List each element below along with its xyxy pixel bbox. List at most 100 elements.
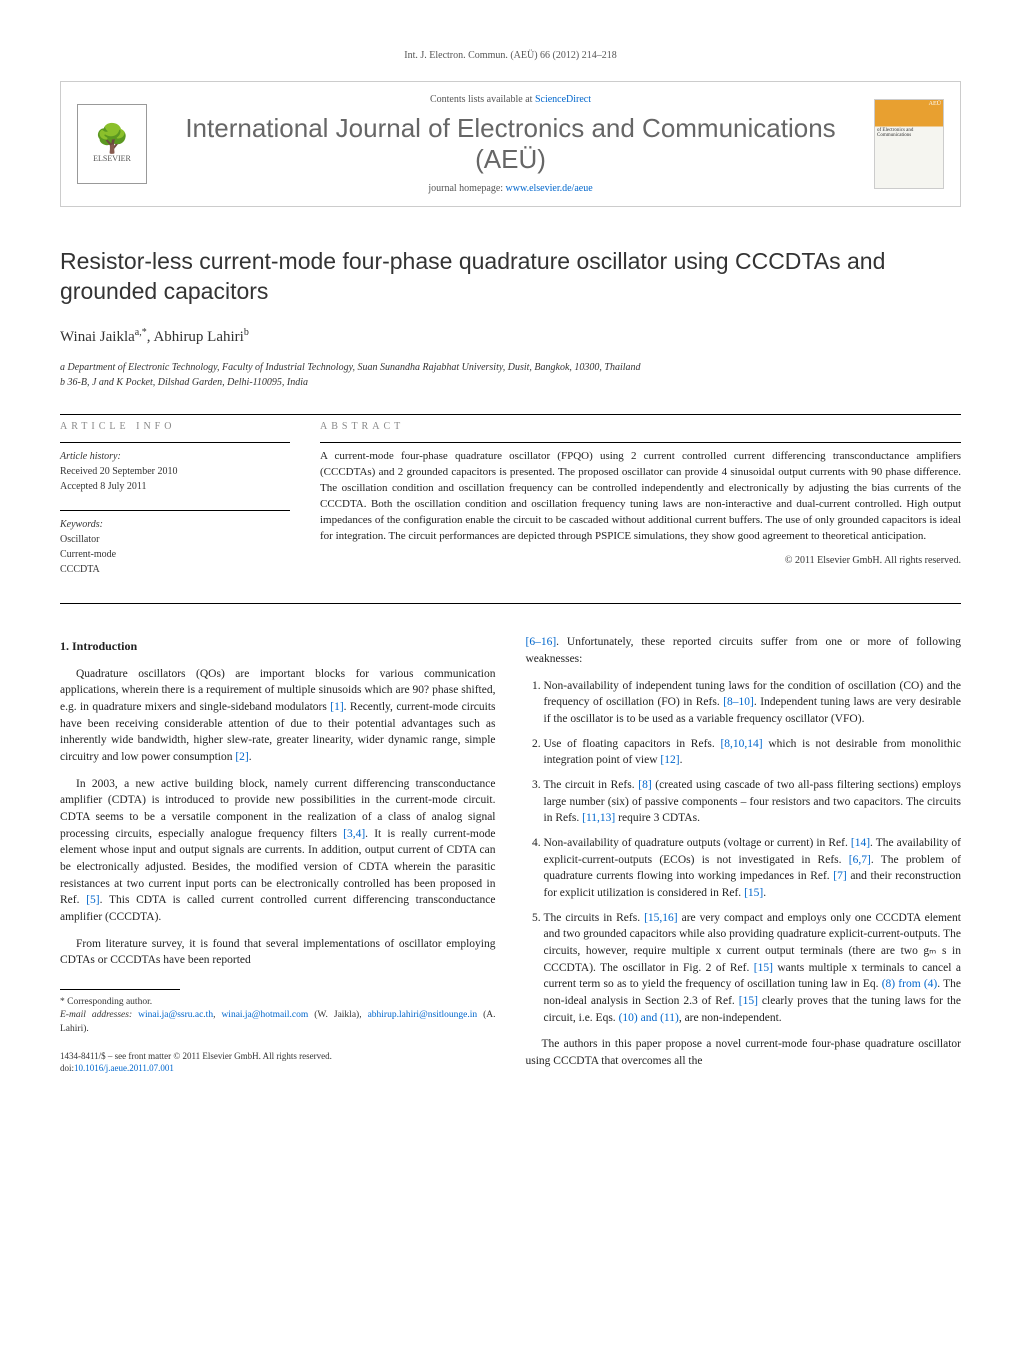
ref-link[interactable]: [1] (330, 701, 343, 713)
contents-line: Contents lists available at ScienceDirec… (163, 94, 858, 105)
divider (320, 442, 961, 443)
divider (60, 414, 961, 415)
email-link-3[interactable]: abhirup.lahiri@nsitlounge.in (368, 1010, 478, 1020)
elsevier-logo: 🌳 ELSEVIER (77, 104, 147, 184)
email-link-1[interactable]: winai.ja@ssru.ac.th (138, 1010, 213, 1020)
body-columns: 1. Introduction Quadrature oscillators (… (60, 634, 961, 1079)
paragraph-3: From literature survey, it is found that… (60, 936, 496, 969)
ref-link[interactable]: [5] (86, 894, 99, 906)
sciencedirect-link[interactable]: ScienceDirect (535, 94, 591, 105)
abstract-text: A current-mode four-phase quadrature osc… (320, 449, 961, 545)
li2c: . (680, 754, 683, 766)
journal-reference: Int. J. Electron. Commun. (AEÜ) 66 (2012… (60, 50, 961, 61)
list-item: The circuit in Refs. [8] (created using … (544, 777, 962, 827)
author-1-sup: a,* (135, 327, 147, 338)
email-line: E-mail addresses: winai.ja@ssru.ac.th, w… (60, 1009, 496, 1036)
li3a: The circuit in Refs. (544, 779, 639, 791)
right-column: [6–16]. Unfortunately, these reported ci… (526, 634, 962, 1079)
keywords-block: Keywords: Oscillator Current-mode CCCDTA (60, 517, 290, 577)
journal-cover-thumbnail: AEÜ of Electronics and Communications (874, 99, 944, 189)
right-p1: [6–16]. Unfortunately, these reported ci… (526, 634, 962, 667)
contents-prefix: Contents lists available at (430, 94, 535, 105)
li3c: require 3 CDTAs. (615, 812, 700, 824)
ref-link[interactable]: [8,10,14] (720, 738, 762, 750)
li4e: . (763, 887, 766, 899)
ref-link[interactable]: [15] (754, 962, 773, 974)
email-link-2[interactable]: winai.ja@hotmail.com (221, 1010, 308, 1020)
list-item: The circuits in Refs. [15,16] are very c… (544, 910, 962, 1027)
li2a: Use of floating capacitors in Refs. (544, 738, 721, 750)
footnotes: * Corresponding author. E-mail addresses… (60, 996, 496, 1036)
paragraph-2: In 2003, a new active building block, na… (60, 776, 496, 926)
affiliations: a Department of Electronic Technology, F… (60, 360, 961, 390)
ref-link[interactable]: [3,4] (343, 828, 365, 840)
cover-subtitle: of Electronics and Communications (877, 128, 941, 138)
ref-link[interactable]: (8) from (4) (882, 978, 938, 990)
author-2-name: Abhirup Lahiri (153, 329, 243, 345)
ref-link[interactable]: [11,13] (582, 812, 615, 824)
elsevier-label: ELSEVIER (93, 154, 131, 163)
keywords-label: Keywords: (60, 519, 103, 530)
homepage-line: journal homepage: www.elsevier.de/aeue (163, 183, 858, 194)
li5f: , are non-independent. (679, 1012, 782, 1024)
received-date: Received 20 September 2010 (60, 466, 177, 477)
article-info-column: article info Article history: Received 2… (60, 421, 290, 593)
abstract-heading: abstract (320, 421, 961, 432)
doi-label: doi: (60, 1063, 74, 1073)
keyword-3: CCCDTA (60, 564, 100, 575)
affiliation-a: a Department of Electronic Technology, F… (60, 360, 961, 375)
ref-link[interactable]: [15,16] (644, 912, 678, 924)
ref-link[interactable]: [6,7] (849, 854, 871, 866)
ref-link[interactable]: [15] (739, 995, 758, 1007)
header-center: Contents lists available at ScienceDirec… (163, 94, 858, 194)
homepage-link[interactable]: www.elsevier.de/aeue (506, 183, 593, 194)
affiliation-b: b 36-B, J and K Pocket, Dilshad Garden, … (60, 375, 961, 390)
divider (60, 603, 961, 604)
ref-link[interactable]: [7] (833, 870, 846, 882)
paragraph-1: Quadrature oscillators (QOs) are importa… (60, 666, 496, 766)
ref-link[interactable]: [14] (851, 837, 870, 849)
ref-link[interactable]: [15] (744, 887, 763, 899)
keyword-1: Oscillator (60, 534, 99, 545)
divider (60, 510, 290, 511)
list-item: Use of floating capacitors in Refs. [8,1… (544, 736, 962, 769)
article-history-block: Article history: Received 20 September 2… (60, 449, 290, 494)
info-abstract-row: article info Article history: Received 2… (60, 421, 961, 593)
weakness-list: Non-availability of independent tuning l… (526, 678, 962, 1027)
footnote-separator (60, 989, 180, 990)
r1b: . Unfortunately, these reported circuits… (526, 636, 962, 665)
accepted-date: Accepted 8 July 2011 (60, 481, 147, 492)
ref-link[interactable]: [6–16] (526, 636, 557, 648)
divider (60, 442, 290, 443)
history-label: Article history: (60, 451, 121, 462)
cover-top-label: AEÜ (875, 100, 943, 126)
abstract-column: abstract A current-mode four-phase quadr… (320, 421, 961, 593)
li4a: Non-availability of quadrature outputs (… (544, 837, 851, 849)
doi-link[interactable]: 10.1016/j.aeue.2011.07.001 (74, 1063, 174, 1073)
author-1-name: Winai Jaikla (60, 329, 135, 345)
ref-link[interactable]: [12] (660, 754, 679, 766)
right-p2: The authors in this paper propose a nove… (526, 1036, 962, 1069)
left-column: 1. Introduction Quadrature oscillators (… (60, 634, 496, 1079)
ref-link[interactable]: [8] (638, 779, 651, 791)
author-2-sup: b (244, 327, 249, 338)
keyword-2: Current-mode (60, 549, 116, 560)
abstract-copyright: © 2011 Elsevier GmbH. All rights reserve… (320, 555, 961, 566)
authors-line: Winai Jaiklaa,*, Abhirup Lahirib (60, 327, 961, 346)
ref-link[interactable]: [2] (235, 751, 248, 763)
corresponding-author-note: * Corresponding author. (60, 996, 496, 1009)
article-title: Resistor-less current-mode four-phase qu… (60, 247, 961, 307)
homepage-prefix: journal homepage: (428, 183, 505, 194)
article-info-heading: article info (60, 421, 290, 432)
journal-title: International Journal of Electronics and… (163, 113, 858, 175)
email-aff-1: (W. Jaikla), (308, 1010, 367, 1020)
issn-copyright: 1434-8411/$ – see front matter © 2011 El… (60, 1050, 496, 1063)
p1c: . (249, 751, 252, 763)
list-item: Non-availability of quadrature outputs (… (544, 835, 962, 902)
journal-header-box: 🌳 ELSEVIER Contents lists available at S… (60, 81, 961, 207)
ref-link[interactable]: [8–10] (723, 696, 754, 708)
ref-link[interactable]: (10) and (11) (619, 1012, 679, 1024)
li5a: The circuits in Refs. (544, 912, 645, 924)
p3a: From literature survey, it is found that… (60, 938, 496, 967)
email-label: E-mail addresses: (60, 1010, 138, 1020)
